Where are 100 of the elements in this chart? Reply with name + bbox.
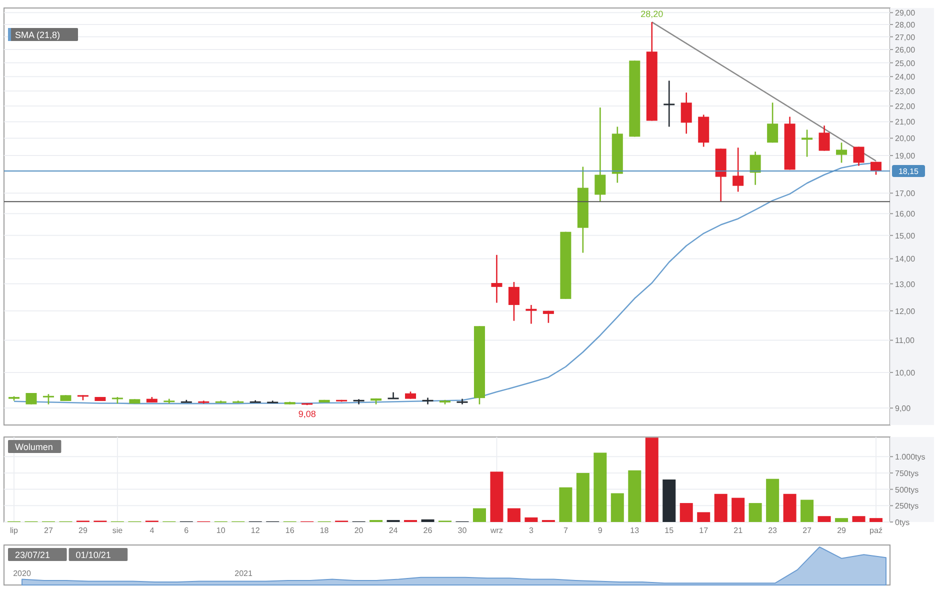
x-tick-label: 23 — [768, 526, 778, 535]
x-tick-label: 29 — [78, 526, 88, 535]
bar — [835, 518, 848, 522]
bar — [714, 494, 728, 522]
x-tick-label: 16 — [285, 526, 295, 535]
x-tick-label: lip — [10, 526, 19, 535]
y-tick-label: 29,00 — [895, 8, 916, 18]
y-tick-label: 750tys — [895, 468, 919, 478]
y-tick-label: 28,00 — [895, 20, 916, 30]
y-tick-label: 27,00 — [895, 32, 916, 42]
x-tick-label: 3 — [528, 526, 534, 535]
candlestick — [818, 124, 830, 152]
y-tick-label: 19,00 — [895, 152, 916, 161]
y-tick-label: 11,00 — [895, 336, 915, 346]
candlestick — [542, 310, 554, 324]
y-tick-label: 22,00 — [895, 102, 916, 111]
bar — [524, 517, 538, 522]
x-tick-label: 17 — [699, 526, 709, 535]
y-tick-label: 250tys — [895, 502, 919, 511]
x-tick-label: 13 — [630, 526, 640, 535]
y-tick-label: 9,00 — [895, 404, 912, 414]
candlestick — [767, 102, 778, 144]
y-tick-label: 10,00 — [895, 368, 916, 378]
x-tick-label: 12 — [250, 526, 260, 535]
bar — [628, 470, 642, 522]
y-tick-label: 1.000tys — [895, 452, 926, 462]
candlestick — [26, 392, 37, 405]
bar — [472, 508, 486, 522]
annotation: 28,20 — [640, 9, 664, 20]
bar — [783, 494, 796, 522]
y-tick-label: 0tys — [895, 518, 910, 527]
x-tick-label: 21 — [734, 526, 744, 535]
bar — [697, 512, 710, 522]
candlestick — [836, 142, 848, 164]
candlestick — [870, 161, 882, 176]
y-tick-label: 13,00 — [895, 280, 916, 289]
bar — [576, 472, 590, 522]
y-tick-label: 17,00 — [895, 189, 916, 198]
y-tick-label: 23,00 — [895, 86, 916, 96]
x-tick-label: 4 — [150, 526, 155, 535]
bar — [680, 503, 693, 522]
text: Wolumen — [15, 442, 53, 452]
y-tick-label: 14,00 — [895, 254, 916, 264]
candlestick — [802, 129, 813, 158]
bar — [748, 503, 762, 522]
bar — [490, 472, 504, 522]
candlestick — [422, 397, 434, 405]
x-tick-label: 26 — [423, 526, 433, 535]
bar — [559, 487, 572, 522]
annotation: 01/10/21 — [76, 550, 111, 560]
y-tick-label: 500tys — [895, 485, 919, 494]
bar — [662, 480, 676, 522]
x-tick-label: 9 — [598, 526, 603, 535]
bar — [766, 478, 780, 522]
candlestick — [508, 281, 520, 322]
x-tick-label: 7 — [563, 526, 568, 535]
bar — [507, 508, 520, 522]
candlestick — [853, 146, 864, 166]
x-tick-label: paź — [870, 526, 882, 535]
annotation: 9,08 — [298, 409, 316, 420]
legend-label: SMA (21,8) — [15, 30, 60, 40]
candlestick — [680, 92, 692, 134]
ref-line-label: 18,15 — [898, 167, 920, 176]
y-tick-label: 26,00 — [895, 46, 916, 55]
y-tick-label: 16,00 — [895, 210, 916, 219]
candlestick — [594, 106, 606, 202]
candlestick — [526, 304, 537, 324]
candlestick — [42, 393, 54, 405]
x-tick-label: 10 — [216, 526, 226, 535]
y-tick-label: 15,00 — [895, 231, 916, 240]
bar — [610, 493, 624, 522]
candlestick — [750, 150, 761, 186]
bar — [852, 516, 866, 522]
x-tick-label: 2021 — [234, 569, 253, 578]
candlestick — [664, 80, 675, 128]
bar — [870, 518, 882, 522]
x-tick-label: 27 — [802, 526, 812, 535]
x-tick-label: 20 — [354, 526, 364, 535]
bar — [645, 438, 658, 522]
x-tick-label: 27 — [44, 526, 54, 535]
x-tick-label: sie — [112, 526, 124, 535]
y-tick-label: 12,00 — [895, 306, 916, 316]
x-tick-label: wrz — [489, 526, 503, 535]
bar — [421, 519, 434, 522]
y-tick-label: 24,00 — [895, 72, 916, 82]
y-tick-label: 21,00 — [895, 118, 916, 127]
x-tick-label: 6 — [184, 526, 190, 535]
y-tick-label: 25,00 — [895, 58, 916, 68]
bar — [594, 452, 607, 522]
x-tick-label: 30 — [458, 526, 468, 535]
x-tick-label: 18 — [320, 526, 330, 535]
x-tick-label: 15 — [664, 526, 674, 535]
annotation: 23/07/21 — [15, 550, 50, 560]
bar — [818, 516, 831, 522]
x-tick-label: 29 — [837, 526, 847, 535]
bar — [732, 498, 745, 522]
candlestick — [732, 146, 744, 192]
candlestick — [491, 254, 502, 304]
x-tick-label: 24 — [388, 526, 398, 535]
y-tick-label: 20,00 — [895, 134, 916, 144]
